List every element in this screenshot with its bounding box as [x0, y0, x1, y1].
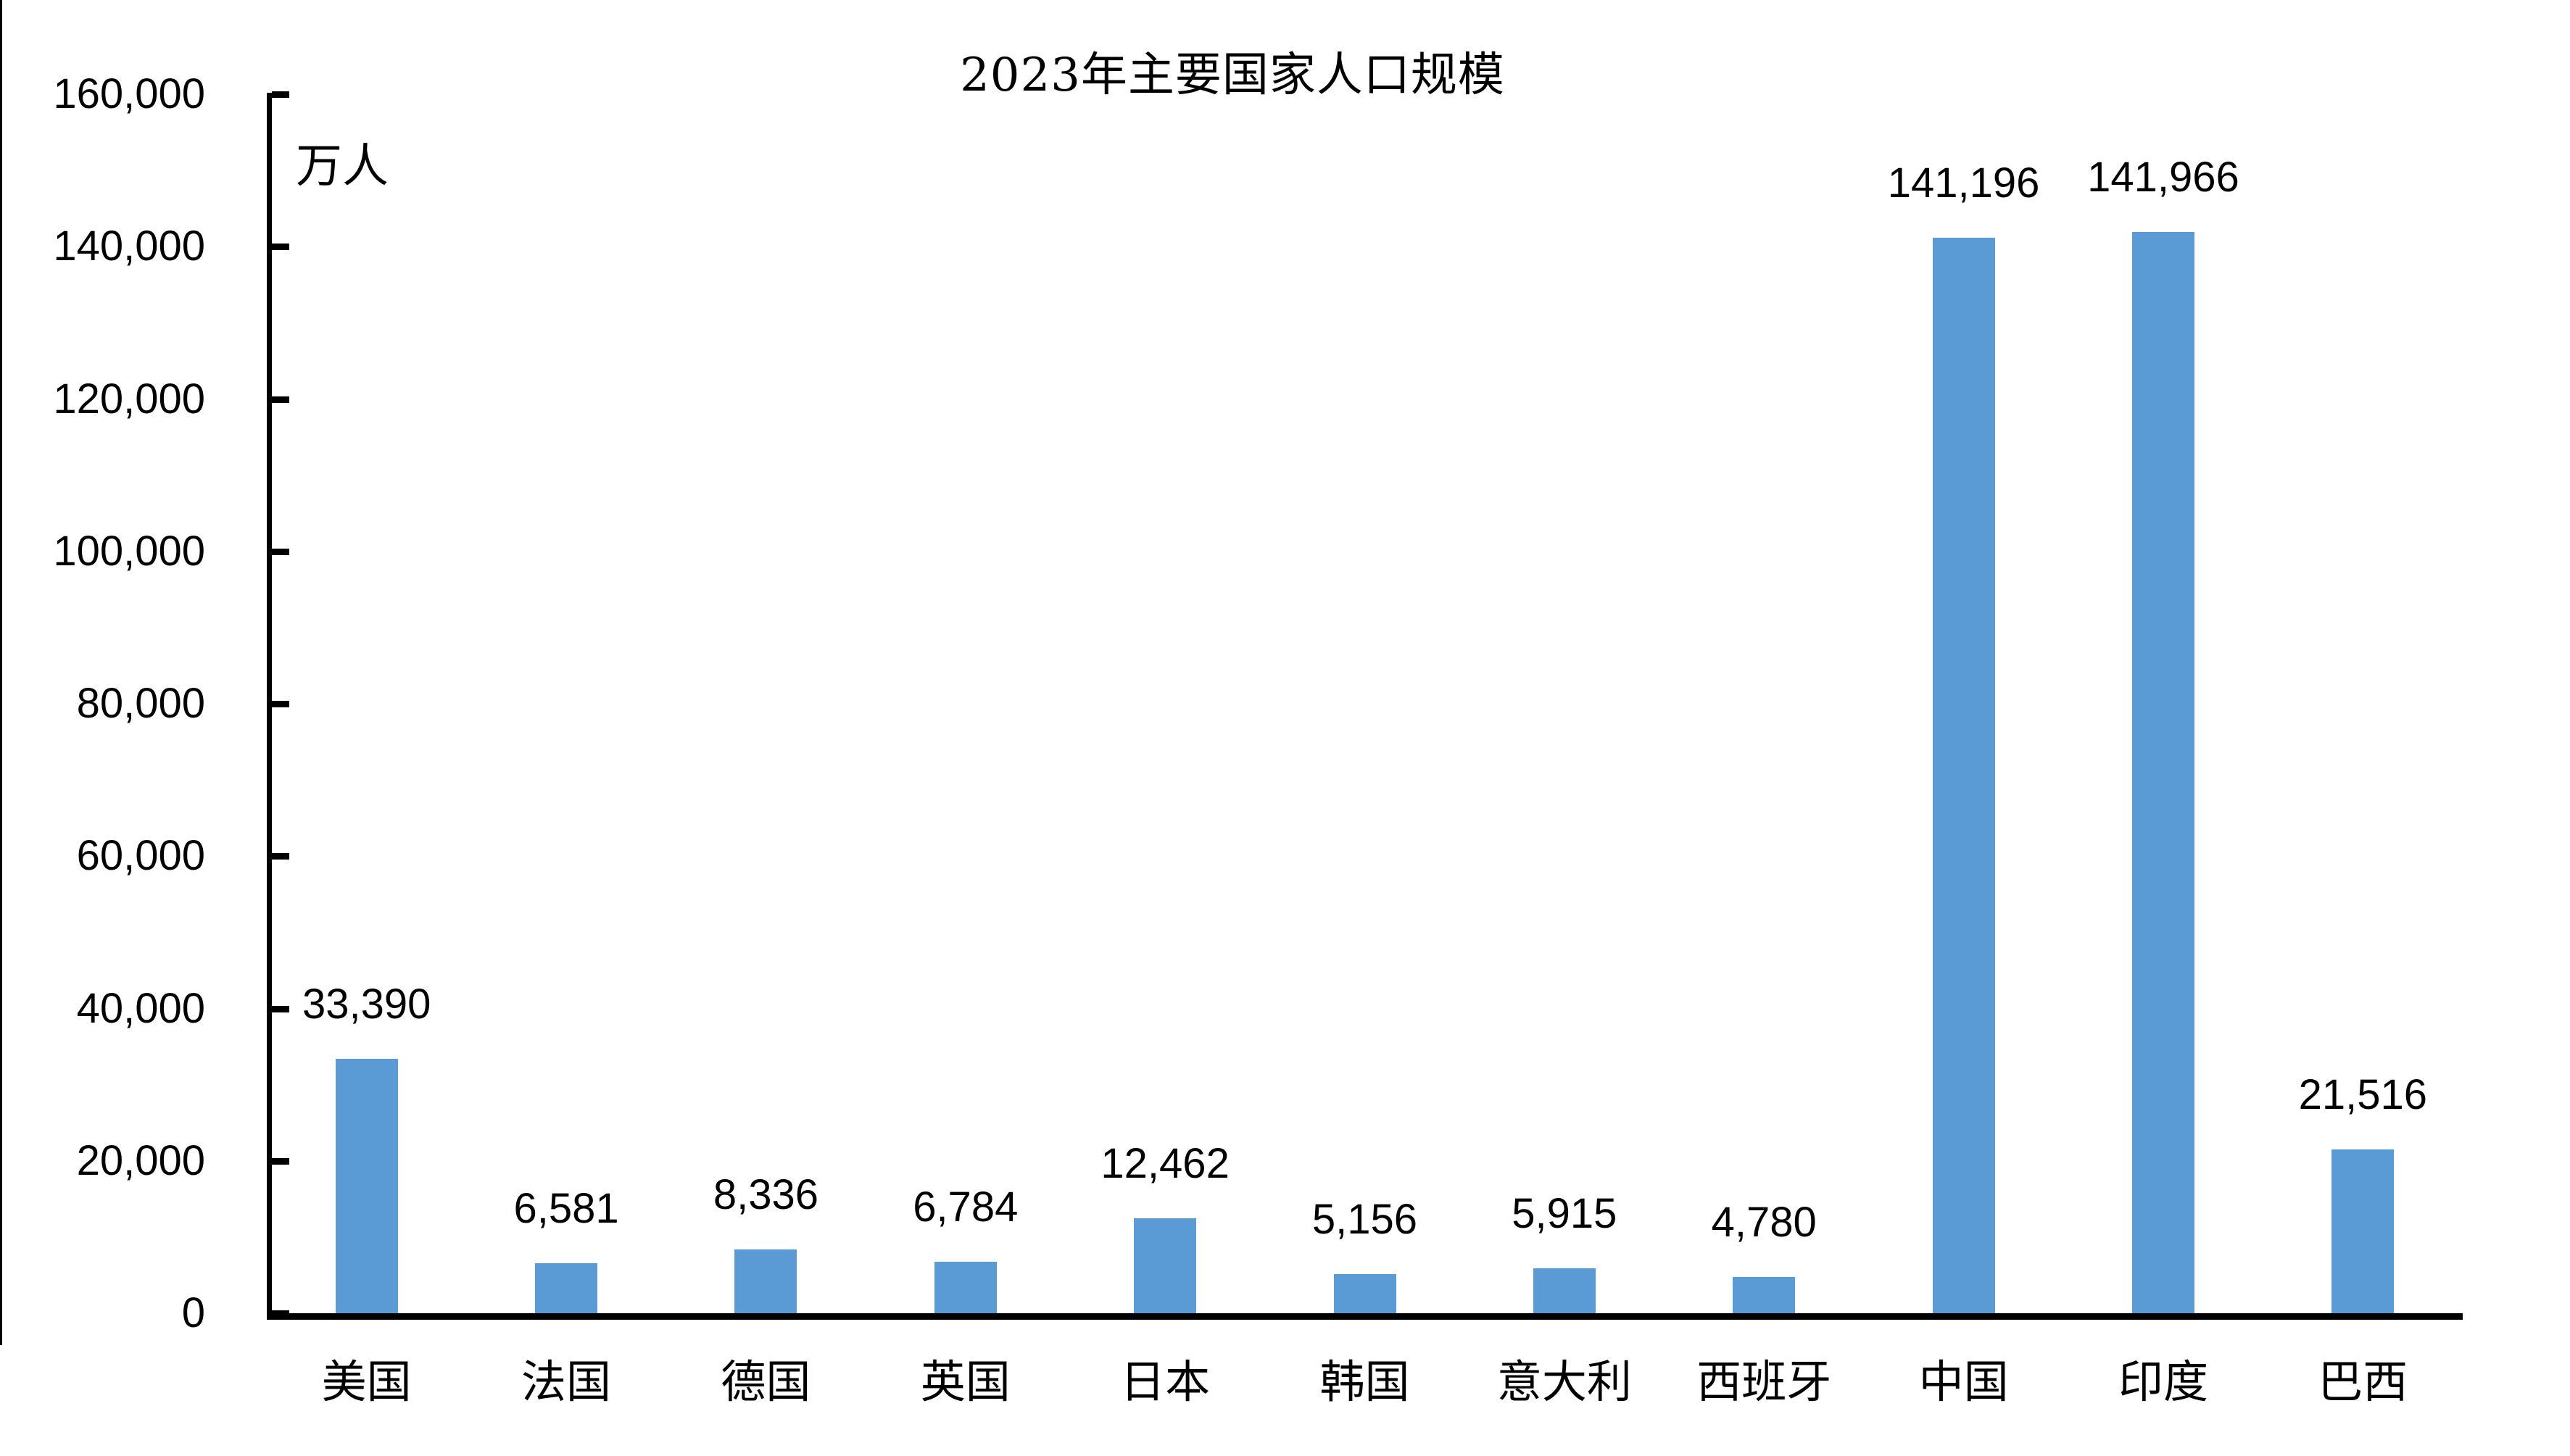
y-tick-label: 0 — [181, 1289, 205, 1336]
y-tick-label: 60,000 — [76, 832, 205, 880]
bar-10 — [2131, 231, 2194, 1313]
y-tick-mark — [272, 1005, 289, 1012]
bar-4 — [934, 1261, 997, 1313]
y-tick-mark — [272, 91, 289, 98]
bar-5 — [1134, 1218, 1197, 1313]
bar-value-label: 8,336 — [713, 1171, 818, 1219]
bar-6 — [1333, 1273, 1396, 1313]
left-edge-gridline — [0, 0, 2, 1345]
category-label: 韩国 — [1319, 1355, 1410, 1408]
bar-value-label: 141,966 — [2087, 153, 2239, 201]
bar-9 — [1932, 237, 1995, 1313]
bar-3 — [734, 1249, 797, 1313]
x-axis-line — [267, 1313, 2463, 1320]
category-label: 英国 — [920, 1355, 1011, 1408]
bar-value-label: 21,516 — [2298, 1070, 2428, 1118]
y-tick-mark — [272, 853, 289, 860]
category-label: 德国 — [721, 1355, 811, 1408]
category-label: 中国 — [1918, 1355, 2009, 1408]
category-label: 西班牙 — [1696, 1355, 1832, 1408]
bar-8 — [1733, 1276, 1796, 1313]
bar-value-label: 6,784 — [913, 1183, 1019, 1231]
bar-value-label: 4,780 — [1711, 1198, 1817, 1246]
category-label: 美国 — [321, 1355, 412, 1408]
y-tick-mark — [272, 1310, 289, 1317]
bar-value-label: 6,581 — [513, 1184, 619, 1232]
bar-value-label: 5,915 — [1512, 1189, 1617, 1237]
y-tick-mark — [272, 548, 289, 555]
category-label: 意大利 — [1496, 1355, 1632, 1408]
y-tick-label: 40,000 — [76, 984, 205, 1032]
bar-value-label: 33,390 — [302, 980, 431, 1028]
bar-2 — [535, 1262, 598, 1313]
y-tick-label: 120,000 — [53, 375, 205, 423]
y-tick-mark — [272, 244, 289, 251]
y-tick-label: 140,000 — [53, 222, 205, 270]
y-axis-line — [267, 93, 272, 1319]
chart-title: 2023年主要国家人口规模 — [960, 49, 1505, 102]
bar-11 — [2331, 1149, 2395, 1313]
y-tick-label: 20,000 — [76, 1136, 205, 1184]
y-tick-mark — [272, 701, 289, 707]
bar-value-label: 12,462 — [1100, 1139, 1230, 1187]
category-label: 法国 — [521, 1355, 612, 1408]
category-label: 印度 — [2118, 1355, 2208, 1408]
bar-value-label: 5,156 — [1311, 1195, 1418, 1243]
category-label: 日本 — [1120, 1355, 1211, 1408]
bar-value-label: 141,196 — [1887, 159, 2040, 207]
y-tick-mark — [272, 396, 289, 403]
bar-7 — [1533, 1268, 1596, 1313]
y-tick-label: 160,000 — [53, 70, 205, 117]
y-tick-mark — [272, 1157, 289, 1165]
y-axis-unit-label: 万人 — [296, 140, 389, 194]
y-tick-label: 80,000 — [76, 680, 205, 727]
y-tick-label: 100,000 — [53, 527, 205, 575]
bar-1 — [335, 1058, 398, 1313]
category-label: 巴西 — [2318, 1355, 2408, 1408]
